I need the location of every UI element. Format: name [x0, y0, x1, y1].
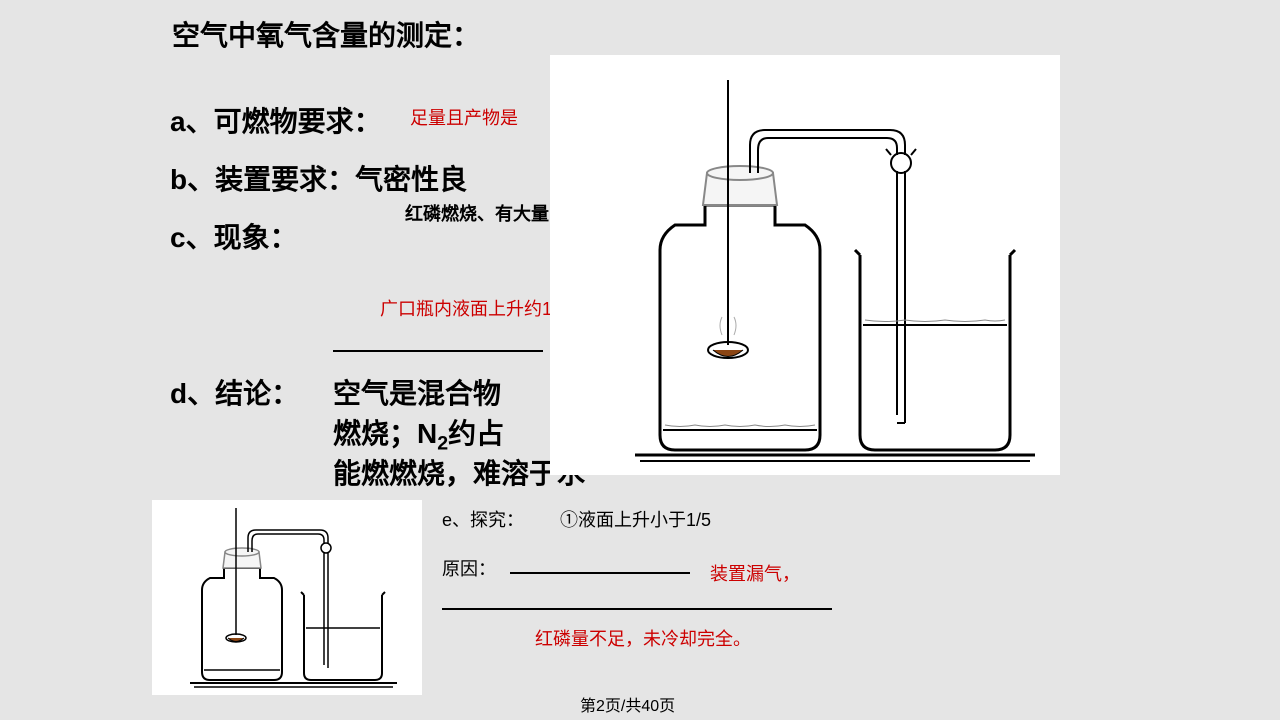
- item-b-label: b、装置要求：气密性良: [170, 158, 467, 198]
- apparatus-diagram-large: [550, 55, 1060, 475]
- answer-2: 红磷量不足，未冷却完全。: [535, 625, 751, 651]
- item-e-q1: ①液面上升小于1/5: [560, 506, 711, 532]
- item-c-label: c、现象：: [170, 216, 298, 256]
- underline-1: [333, 350, 543, 352]
- item-a-answer: 足量且产物是: [410, 104, 518, 130]
- item-a-label: a、可燃物要求：: [170, 100, 382, 140]
- underline-2: [510, 572, 690, 574]
- underline-3: [442, 608, 832, 610]
- item-c-answer1: 红磷燃烧、有大量: [405, 200, 549, 226]
- item-d-text3: 能燃燃烧，难溶于水: [333, 452, 585, 492]
- answer-1: 装置漏气，: [710, 560, 800, 586]
- item-d-text1: 空气是混合物: [333, 372, 501, 412]
- page-number: 第2页/共40页: [580, 692, 675, 716]
- item-d-label: d、结论：: [170, 372, 299, 412]
- page-title: 空气中氧气含量的测定：: [172, 14, 480, 54]
- item-c-answer2: 广口瓶内液面上升约1/: [380, 295, 557, 321]
- item-d-text2: 燃烧；N2约占: [333, 412, 504, 456]
- apparatus-diagram-small: [152, 500, 422, 695]
- reason-label: 原因：: [442, 555, 496, 581]
- item-e-label: e、探究：: [442, 506, 524, 532]
